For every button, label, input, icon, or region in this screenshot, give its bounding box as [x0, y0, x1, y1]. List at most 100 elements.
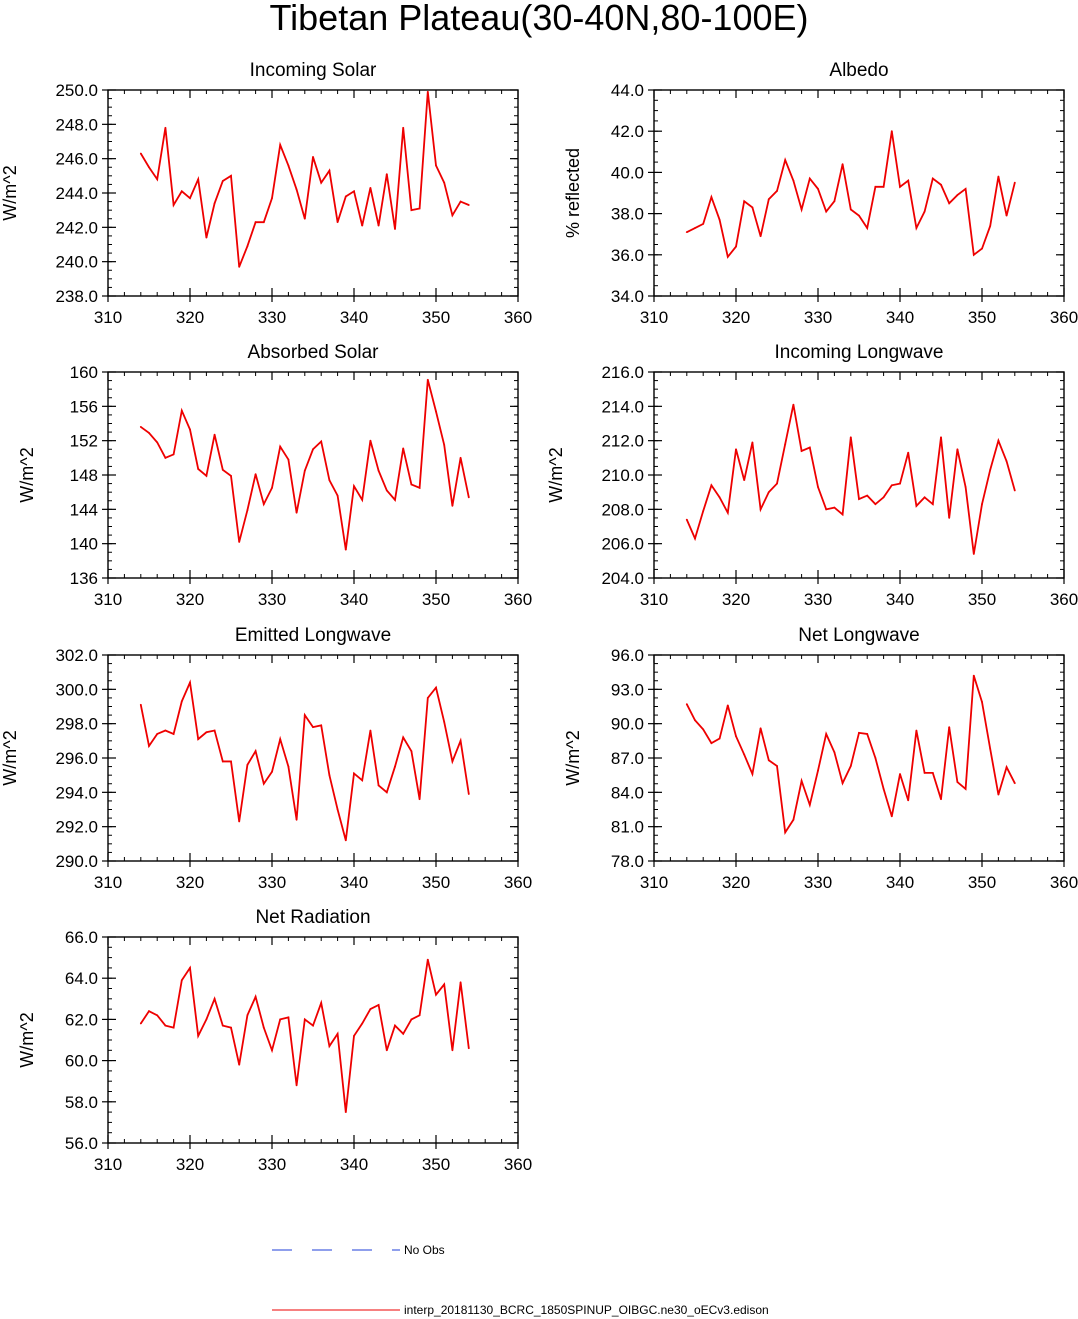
y-tick-label: 290.0 [55, 852, 98, 871]
chart-panel-2: 310 320 330 340 350 360 34.0 36.0 38.0 40.0 42.0 44… [563, 60, 1078, 327]
y-tick-label: 248.0 [55, 115, 98, 134]
data-point [726, 511, 729, 514]
data-point [989, 225, 992, 227]
data-point [825, 210, 828, 213]
data-point [410, 1018, 413, 1021]
data-point [702, 510, 705, 512]
data-point [784, 159, 787, 161]
data-point [948, 202, 951, 205]
data-point [459, 739, 462, 742]
data-point [899, 773, 901, 775]
data-point [907, 799, 910, 802]
data-point [726, 255, 729, 258]
data-point [972, 674, 975, 677]
data-point [328, 479, 331, 482]
series-line [139, 679, 470, 841]
data-point [254, 750, 257, 753]
x-tick-label: 340 [340, 873, 368, 892]
y-tick-label: 81.0 [611, 818, 644, 837]
data-point [180, 700, 183, 703]
x-tick-label: 340 [886, 308, 914, 327]
data-point [948, 726, 951, 728]
series-line [140, 379, 470, 550]
data-point [205, 1018, 208, 1021]
data-point [997, 439, 1000, 442]
panel-title: Absorbed Solar [248, 342, 380, 363]
x-tick-label: 340 [886, 590, 914, 609]
data-point [467, 204, 470, 206]
data-point [385, 173, 388, 176]
data-point [148, 432, 150, 434]
data-point [295, 511, 298, 514]
y-tick-label: 208.0 [601, 500, 644, 519]
x-tick-label: 330 [258, 308, 286, 327]
y-tick-label: 42.0 [611, 122, 644, 141]
data-point [336, 221, 339, 224]
data-point [279, 738, 282, 741]
data-point [792, 179, 795, 182]
data-point [402, 1032, 405, 1035]
data-point [361, 224, 364, 227]
data-point [890, 484, 893, 487]
data-point [189, 681, 191, 684]
x-tick-label: 320 [176, 308, 204, 327]
y-axis-label: W/m^2 [0, 730, 20, 785]
data-point [344, 1111, 347, 1113]
data-point [377, 1004, 380, 1006]
data-point [328, 1045, 331, 1048]
data-point [385, 791, 388, 794]
data-point [694, 537, 696, 540]
data-point [751, 773, 754, 775]
data-point [336, 808, 339, 811]
data-point [956, 194, 959, 196]
data-point [262, 1026, 265, 1029]
data-point [915, 505, 918, 507]
data-point [254, 473, 257, 476]
x-tick-label: 340 [886, 873, 914, 892]
y-axis-label: W/m^2 [546, 447, 566, 502]
data-point [964, 788, 967, 790]
data-point [312, 726, 314, 728]
data-point [849, 208, 852, 211]
data-point [213, 202, 216, 205]
series-line [685, 404, 1016, 555]
data-point [287, 164, 290, 167]
data-point [931, 503, 934, 506]
data-point [418, 798, 421, 801]
data-point [139, 426, 142, 428]
data-point [784, 831, 787, 834]
data-point [718, 496, 721, 499]
data-point [890, 130, 893, 133]
x-tick-label: 310 [640, 873, 668, 892]
data-point [221, 180, 224, 182]
data-point [833, 200, 836, 203]
data-point [972, 253, 975, 256]
y-tick-label: 66.0 [65, 928, 98, 947]
data-point [443, 444, 446, 446]
data-point [279, 445, 282, 448]
data-point [148, 1010, 150, 1013]
x-tick-label: 360 [504, 308, 532, 327]
y-tick-label: 144 [70, 500, 98, 519]
data-point [197, 178, 200, 181]
data-point [230, 760, 232, 763]
data-point [156, 1014, 159, 1017]
y-tick-label: 136 [70, 569, 98, 588]
data-point [1013, 181, 1016, 184]
data-point [784, 443, 787, 445]
data-point [254, 995, 257, 998]
data-point [743, 753, 746, 756]
y-tick-label: 152 [70, 432, 98, 451]
y-tick-label: 96.0 [611, 646, 644, 665]
data-point [156, 733, 159, 735]
data-point [402, 447, 405, 450]
data-point [767, 759, 770, 762]
data-point [164, 1024, 167, 1027]
x-tick-label: 310 [94, 590, 122, 609]
data-point [418, 1014, 421, 1017]
data-point [180, 979, 183, 982]
data-point [435, 993, 437, 996]
data-point [443, 721, 446, 723]
data-point [271, 1049, 273, 1052]
data-point [776, 765, 778, 767]
